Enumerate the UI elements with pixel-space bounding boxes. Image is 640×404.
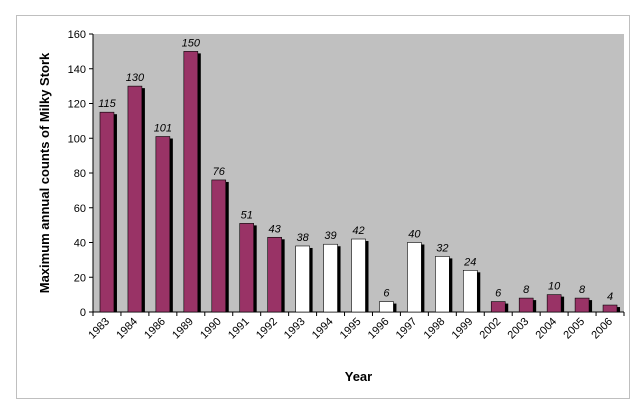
bar bbox=[183, 51, 199, 313]
data-label: 150 bbox=[182, 37, 201, 49]
bar bbox=[127, 85, 143, 313]
y-tick-label: 60 bbox=[74, 203, 86, 215]
y-tick-label: 40 bbox=[74, 238, 86, 250]
x-tick-label: 2002 bbox=[478, 316, 504, 342]
y-tick-label: 80 bbox=[74, 168, 86, 180]
y-axis-title: Maximum annual counts of Milky Stork bbox=[37, 52, 52, 293]
y-tick-label: 120 bbox=[68, 99, 86, 111]
data-label: 43 bbox=[269, 223, 282, 235]
y-tick-label: 100 bbox=[68, 133, 86, 145]
x-tick-label: 2005 bbox=[561, 316, 587, 342]
data-label: 10 bbox=[548, 281, 561, 293]
data-label: 4 bbox=[607, 291, 613, 303]
data-label: 39 bbox=[324, 230, 336, 242]
x-axis: 1983 1984 1986 1989 1990 1991 1992 1993 1994 1995… bbox=[86, 311, 625, 342]
data-labels: 115 130 101 150 76 51 43 38 39 42 6 40 32 24 6 8 10 8 4 bbox=[98, 37, 613, 303]
bar bbox=[351, 238, 366, 313]
bar bbox=[407, 242, 422, 313]
data-label: 76 bbox=[213, 166, 226, 178]
x-tick-label: 1993 bbox=[282, 316, 308, 342]
bar bbox=[99, 111, 115, 313]
data-label: 6 bbox=[383, 288, 390, 300]
data-label: 6 bbox=[495, 288, 502, 300]
bar bbox=[574, 297, 590, 313]
bar bbox=[155, 136, 171, 313]
x-tick-label: 1996 bbox=[366, 316, 392, 342]
x-tick-label: 1999 bbox=[450, 316, 476, 342]
bar bbox=[518, 297, 534, 313]
x-tick-label: 2004 bbox=[533, 316, 559, 342]
bar bbox=[546, 294, 562, 313]
y-tick-label: 140 bbox=[68, 64, 86, 76]
data-label: 40 bbox=[408, 229, 421, 241]
bars bbox=[99, 51, 621, 313]
data-label: 42 bbox=[352, 225, 364, 237]
data-label: 24 bbox=[463, 256, 476, 268]
x-tick-label: 1994 bbox=[310, 316, 336, 342]
bar bbox=[602, 304, 618, 313]
x-tick-label: 1991 bbox=[226, 316, 252, 342]
x-tick-label: 2006 bbox=[589, 316, 615, 342]
bar bbox=[323, 243, 338, 313]
y-axis: 0 20 40 60 80 100 120 140 160 bbox=[68, 29, 94, 319]
bar bbox=[490, 301, 506, 313]
data-label: 38 bbox=[296, 232, 309, 244]
bar bbox=[435, 256, 450, 313]
data-label: 8 bbox=[579, 284, 586, 296]
y-tick-label: 0 bbox=[80, 307, 86, 319]
x-tick-label: 1983 bbox=[86, 316, 112, 342]
data-label: 32 bbox=[436, 242, 448, 254]
x-tick-label: 2003 bbox=[506, 316, 532, 342]
y-tick-label: 20 bbox=[74, 272, 86, 284]
bar bbox=[267, 236, 282, 313]
data-label: 130 bbox=[126, 72, 145, 84]
data-label: 115 bbox=[98, 98, 116, 110]
x-tick-label: 1995 bbox=[338, 316, 364, 342]
x-tick-label: 1998 bbox=[422, 316, 448, 342]
x-tick-label: 1989 bbox=[170, 316, 196, 342]
bar bbox=[379, 301, 394, 313]
bar bbox=[211, 179, 227, 313]
data-label: 51 bbox=[241, 209, 253, 221]
data-label: 8 bbox=[523, 284, 530, 296]
bar bbox=[295, 245, 310, 313]
x-tick-label: 1990 bbox=[198, 316, 224, 342]
bar bbox=[463, 269, 478, 313]
x-tick-label: 1992 bbox=[254, 316, 280, 342]
y-tick-label: 160 bbox=[68, 29, 86, 41]
bar bbox=[239, 223, 254, 313]
data-label: 101 bbox=[154, 123, 172, 135]
x-tick-label: 1997 bbox=[394, 316, 420, 342]
x-axis-title: Year bbox=[345, 369, 372, 384]
x-tick-label: 1986 bbox=[142, 316, 168, 342]
x-tick-label: 1984 bbox=[114, 316, 140, 342]
